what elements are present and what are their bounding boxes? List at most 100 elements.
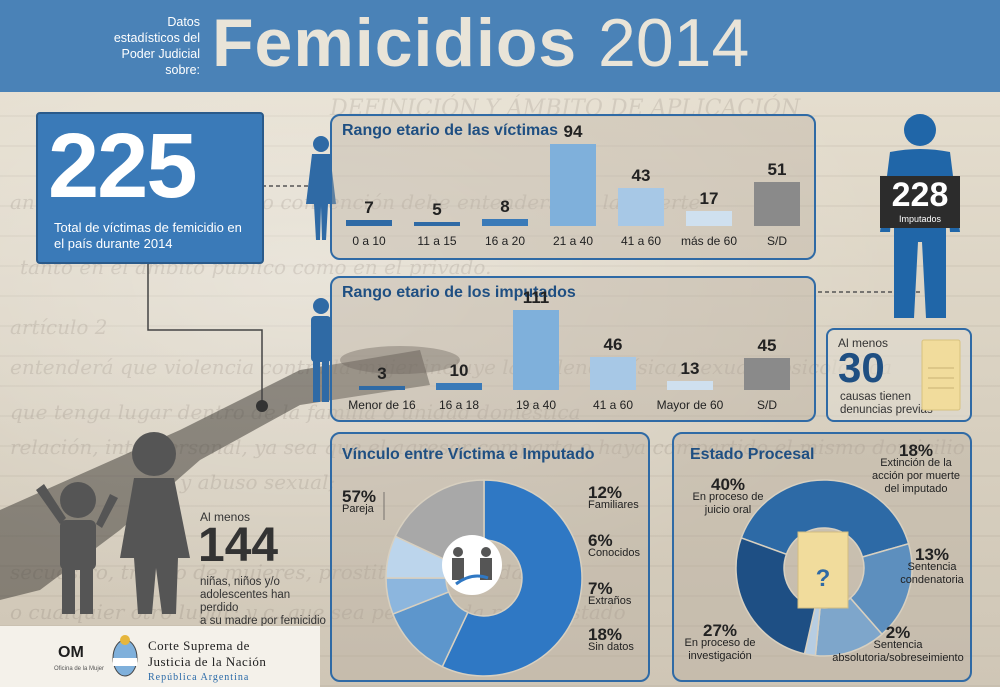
estado-line: En proceso de [684,637,756,649]
estado-line: Sentencia [873,639,923,651]
header-banner: Datos estadísticos del Poder Judicial so… [0,0,1000,92]
man-icon [311,298,331,402]
header-subtitle: Datos estadísticos del Poder Judicial so… [20,14,200,78]
bar [414,221,460,226]
vinculo-name: Familiares [588,499,639,511]
estado-panel-title: Estado Procesal [690,446,815,463]
bar-value-label: 5 [432,199,442,219]
estado-line: acción por muerte [871,470,961,482]
vinculo-label-extranos: 7% Extraños [588,580,632,608]
total-victims-box: 225 Total de víctimas de femicidio en el… [36,112,264,264]
court-name-line1: Corte Suprema de [148,638,250,653]
vinculo-label-familiares: 12% Familiares [588,483,639,512]
estado-line: Sentencia [907,561,957,573]
estado-line: condenatoria [900,574,964,586]
bar [482,219,528,226]
bar-category-label: 41 a 60 [592,398,634,412]
bar-category-label: 16 a 18 [438,398,480,412]
bar [744,357,790,390]
children-number: 144 [198,519,279,572]
svg-text:?: ? [816,565,831,592]
causas-text: causas tienen denuncias previas [840,391,933,417]
total-number: 225 [48,115,197,217]
bar-value-label: 13 [680,358,700,378]
children-text: niñas, niños y/o adolescentes han perdid… [200,576,330,628]
bar [686,211,732,226]
bar-value-label: 10 [449,360,469,380]
total-caption: Total de víctimas de femicidio en el paí… [54,220,242,251]
causas-line: denuncias previas [840,404,933,416]
children-line: niñas, niños y/o [200,576,280,588]
bar-category-label: 0 a 10 [352,234,386,248]
bar [667,380,713,390]
imputados-caption: Imputados [898,214,942,224]
bar-category-label: S/D [756,398,777,412]
estado-label-extincion: 18% Extinción de la acción por muerte de… [866,441,966,496]
vinculo-name: Conocidos [588,547,640,559]
bar-value-label: 43 [631,166,651,186]
bar [590,356,636,390]
vinculo-pct: 12% [588,483,623,502]
document-question-icon: ? [797,531,849,609]
estado-donut-chart [735,479,913,657]
vinculo-pct: 18% [588,625,623,644]
footer: OM Oficina de la Mujer Corte Suprema de … [0,626,320,687]
vinculo-name: Pareja [342,503,374,515]
bar-category-label: 11 a 15 [417,234,457,248]
imputados-badge: 228 Imputados [880,176,960,228]
estado-line: investigación [688,650,752,662]
donut-slice [735,536,817,655]
bar [618,188,664,226]
vinculo-label-conocidos: 6% Conocidos [588,531,640,560]
bar-category-label: S/D [766,234,787,248]
page-year: 2014 [598,5,750,81]
subtitle-line: estadísticos del [113,31,200,45]
vinculo-name: Sin datos [588,641,634,653]
bg-text: artículo 2 [10,315,108,339]
estado-line: juicio oral [704,504,752,516]
document-icon [921,339,961,411]
causas-box: Al menos 30 causas tienen denuncias prev… [826,328,972,422]
accused-panel-title: Rango etario de los imputados [342,284,576,301]
bar-category-label: más de 60 [680,234,738,248]
imputados-number: 228 [891,176,949,214]
court-name-line3: República Argentina [148,672,250,683]
subtitle-line: sobre: [165,63,200,77]
bar-value-label: 8 [500,197,510,217]
woman-icon [306,136,336,240]
estado-pct: 40% [710,475,746,494]
estado-label-absolutoria: 2% Sentencia absolutoria/sobreseimiento [830,624,966,665]
court-name-line2: Justicia de la Nación [148,654,267,669]
om-logo: OM [58,644,84,661]
page-title: Femicidios [212,5,578,81]
estado-pct: 18% [898,441,934,460]
estado-label-investigacion: 27% En proceso de investigación [680,621,760,663]
shadow-arrow-graphic [0,346,460,600]
vinculo-panel-title: Vínculo entre Víctima e Imputado [342,446,595,463]
estado-label-juicio: 40% En proceso de juicio oral [680,475,776,517]
estado-line: absolutoria/sobreseimiento [832,652,964,664]
bar-category-label: 41 a 60 [620,234,662,248]
estado-pct: 27% [702,621,738,640]
bar-value-label: 111 [522,288,550,307]
bar [754,181,800,226]
om-logo-subtitle: Oficina de la Mujer [54,666,105,672]
vinculo-pct: 57% [342,487,377,506]
vinculo-name: Extraños [588,595,632,607]
estado-line: Extinción de la [880,457,952,469]
bar-category-label: 16 a 20 [484,234,526,248]
bar-value-label: 51 [767,159,787,179]
vinculo-pct: 6% [588,531,613,550]
bar-category-label: Menor de 16 [348,398,416,412]
bar [359,386,405,390]
bar-value-label: 46 [603,334,623,354]
bar-category-label: 19 a 40 [515,398,557,412]
bar [346,219,392,226]
vinculo-label-pareja: 57% Pareja [342,487,377,516]
bg-text: DEFINICIÓN Y ÁMBITO DE APLICACIÓN [330,96,801,121]
bar-value-label: 3 [377,364,387,383]
bar-category-label: Mayor de 60 [656,398,724,412]
bar-category-label: 21 a 40 [552,234,594,248]
causas-number: 30 [838,344,885,391]
children-prefix: Al menos [200,510,251,524]
